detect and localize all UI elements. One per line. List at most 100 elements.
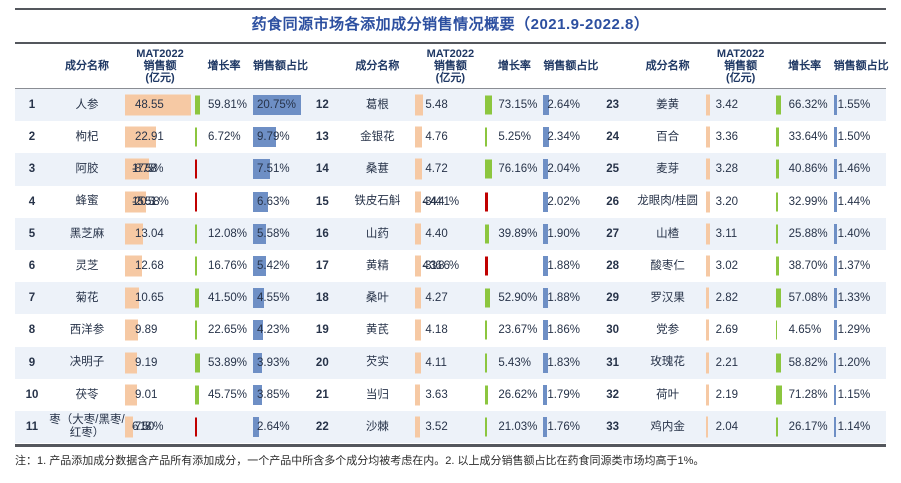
share-value: 3.85% <box>257 388 290 401</box>
table-row: 29 罗汉果 2.82 57.08% 1.33% <box>596 282 886 314</box>
rank-cell: 12 <box>315 99 329 112</box>
ingredient-name: 山药 <box>365 227 389 240</box>
growth-rate: 26.17% <box>788 420 828 433</box>
share-cell: 2.34% <box>543 121 595 153</box>
sales-bar <box>125 287 140 309</box>
table-row: 1 人参 48.55 59.81% 20.75% <box>15 89 305 121</box>
ingredient-name: 罗汉果 <box>650 291 685 304</box>
ingredient-name: 黑芝麻 <box>69 227 105 240</box>
growth-rate: 23.67% <box>498 324 538 337</box>
sales-value: 9.19 <box>135 356 158 369</box>
ingredient-name: 党参 <box>656 324 680 337</box>
growth-cell: 5.43% <box>485 347 543 379</box>
rank-cell: 28 <box>606 260 620 273</box>
share-cell: 4.55% <box>253 282 305 314</box>
growth-cell: 39.89% <box>485 218 543 250</box>
growth-cell: 38.70% <box>775 250 834 282</box>
sales-cell: 2.82 <box>705 282 776 314</box>
growth-bar <box>775 288 781 308</box>
growth-cell <box>485 250 543 282</box>
rank-cell: 5 <box>28 227 36 240</box>
growth-bar <box>195 256 197 276</box>
sales-bar <box>125 416 134 438</box>
sales-bar <box>415 319 421 341</box>
name-header: 成分名称 <box>65 60 109 72</box>
share-cell: 2.64% <box>543 89 595 121</box>
share-bar <box>543 223 548 244</box>
growth-header: 增长率 <box>497 60 531 72</box>
growth-bar <box>485 417 488 437</box>
table-row: 23 姜黄 3.42 66.32% 1.55% <box>596 89 886 121</box>
growth-bar <box>485 127 487 147</box>
table-row: 17 黄精 4.36 -31.86% 1.88% <box>305 250 595 282</box>
share-value: 1.20% <box>837 356 871 369</box>
ingredient-name: 决明子 <box>69 356 105 369</box>
growth-cell: 32.99% <box>775 186 834 218</box>
share-bar <box>833 320 837 341</box>
rank-cell: 27 <box>606 227 620 240</box>
sales-cell: 3.42 <box>705 89 776 121</box>
table-row: 11 枣（大枣/黑枣/红枣） 6.18 -7.50% 2.64% <box>15 411 305 443</box>
sales-bar <box>705 158 711 180</box>
growth-bar <box>485 385 488 405</box>
growth-rate-overlapped: -8.75% <box>132 163 163 176</box>
sales-cell: 48.55 <box>125 89 195 121</box>
table-row: 9 决明子 9.19 53.89% 3.93% <box>15 347 305 379</box>
table-row: 18 桑叶 4.27 52.90% 1.88% <box>305 282 595 314</box>
growth-cell: 6.72% <box>195 121 253 153</box>
growth-bar <box>775 256 779 276</box>
growth-rate: 71.28% <box>788 388 828 401</box>
share-value: 1.14% <box>837 420 871 433</box>
growth-cell: 5.25% <box>485 121 543 153</box>
share-value: 20.75% <box>257 99 297 112</box>
sales-value: 22.91 <box>135 131 164 144</box>
share-cell: 2.02% <box>543 186 595 218</box>
sales-cell: 17.58 -8.75% <box>125 153 195 185</box>
sales-bar <box>125 384 138 406</box>
sales-cell: 5.48 <box>415 89 485 121</box>
sales-cell: 4.44 -34.41% <box>415 186 485 218</box>
share-bar <box>253 223 266 244</box>
ingredient-name: 当归 <box>365 388 389 401</box>
share-cell: 1.20% <box>833 347 886 379</box>
share-value: 1.88% <box>547 292 580 305</box>
share-bar <box>253 384 262 405</box>
ingredient-name: 鸡内金 <box>650 420 685 433</box>
growth-bar <box>775 95 782 115</box>
table-row-band: 10 茯苓 9.01 45.75% 3.85% 21 当归 3.63 26.62% 1.79% 32… <box>15 379 886 411</box>
bottom-rule <box>15 444 886 447</box>
ingredient-name: 山楂 <box>656 227 680 240</box>
table-row: 12 葛根 5.48 73.15% 2.64% <box>305 89 595 121</box>
table-row: 15 铁皮石斛 4.44 -34.41% 2.02% <box>305 186 595 218</box>
sales-cell: 12.68 <box>125 250 195 282</box>
share-value: 1.44% <box>837 195 871 208</box>
share-value: 2.64% <box>547 99 580 112</box>
share-bar <box>833 95 838 116</box>
growth-cell: 26.62% <box>485 379 543 411</box>
sales-bar <box>415 126 422 148</box>
share-cell: 1.88% <box>543 250 595 282</box>
sales-value: 9.01 <box>135 388 158 401</box>
ingredient-name: 酸枣仁 <box>650 259 685 272</box>
sales-bar <box>125 255 143 277</box>
share-value: 5.42% <box>257 260 290 273</box>
rank-cell: 4 <box>28 195 36 208</box>
rank-cell: 26 <box>606 195 620 208</box>
share-bar <box>833 127 838 148</box>
share-value: 2.02% <box>547 195 580 208</box>
rank-cell: 21 <box>315 388 329 401</box>
table-row-band: 7 菊花 10.65 41.50% 4.55% 18 桑叶 4.27 52.90% 1.88% 29… <box>15 282 886 315</box>
share-bar <box>543 159 549 180</box>
table-row-band: 3 阿胶 17.58 -8.75% 7.51% 14 桑葚 4.72 76.16% 2.04% 25… <box>15 153 886 186</box>
share-bar <box>253 320 263 341</box>
growth-bar <box>485 95 492 115</box>
share-cell: 9.79% <box>253 121 305 153</box>
ingredient-name: 灵芝 <box>75 259 99 272</box>
growth-cell: 25.88% <box>775 218 834 250</box>
rank-cell: 1 <box>28 99 36 112</box>
share-value: 1.55% <box>837 99 871 112</box>
growth-cell: 16.76% <box>195 250 253 282</box>
sales-cell: 2.19 <box>705 379 776 411</box>
growth-bar <box>485 159 492 179</box>
sales-bar <box>125 158 149 180</box>
